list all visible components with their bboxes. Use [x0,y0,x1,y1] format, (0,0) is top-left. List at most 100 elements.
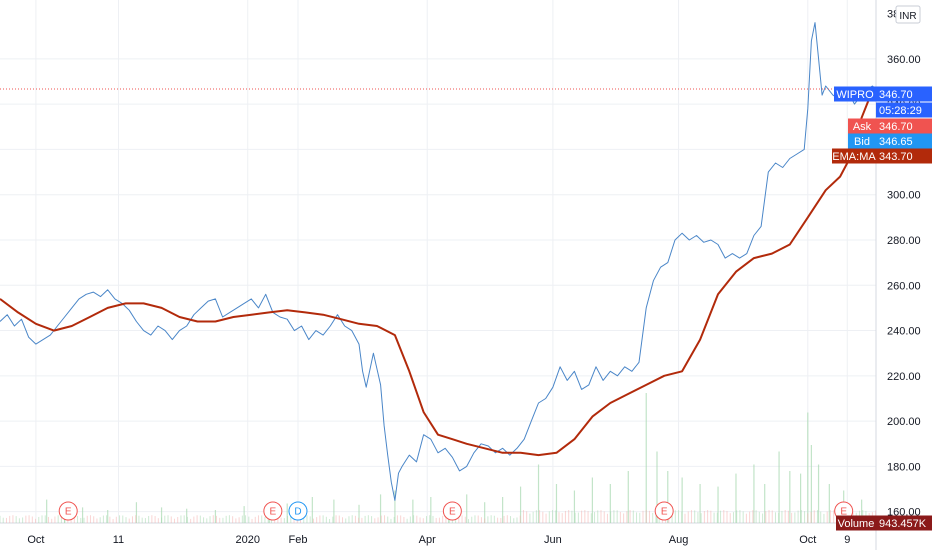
x-tick-label: Feb [288,534,307,546]
volume-bar [12,515,14,523]
volume-bar [736,510,738,523]
volume-bar [645,510,647,523]
volume-bar [632,510,634,523]
volume-bar [238,517,240,523]
volume-bar [83,517,85,523]
volume-bar [354,515,356,523]
volume-bar [810,445,812,523]
volume-bar [684,513,686,523]
volume-bar [774,512,776,523]
price-tag-bid-value: 346.65 [879,136,913,148]
volume-bar [106,515,108,523]
volume-bar [186,516,188,523]
volume-bar [35,518,37,523]
price-tag-ask-value-bg [876,118,932,134]
volume-bar [28,515,30,523]
volume-bar [102,515,104,523]
volume-bar [335,515,337,523]
volume-bar [707,510,709,523]
volume-bar [338,515,340,523]
y-tick-label: 240.00 [887,326,921,338]
volume-bar [89,515,91,523]
volume-bar [177,517,179,523]
volume-bar [823,513,825,523]
volume-bar [138,515,140,523]
volume-bar [667,471,669,523]
volume-bar [807,412,809,523]
volume-bar [2,517,4,523]
volume-bar [435,517,437,523]
volume-bar [393,516,395,523]
volume-bar [325,516,327,523]
volume-bar [277,515,279,523]
event-marker-label: E [449,507,456,518]
volume-bar [703,511,705,523]
volume-bar [513,518,515,523]
volume-bar [587,511,589,523]
volume-bar [627,471,629,523]
price-axis[interactable]: 360.00340.00320.00300.00280.00260.00240.… [887,9,921,519]
volume-bar [778,512,780,523]
volume-bar [794,512,796,523]
volume-bar [348,516,350,523]
volume-bar [125,517,127,523]
volume-bar [710,510,712,523]
volume-bar [212,515,214,523]
volume-bar [173,518,175,523]
volume-bar [413,515,415,523]
event-marker-label: E [270,507,277,518]
volume-bar [364,515,366,523]
volume-bar [377,517,379,523]
volume-bar [742,511,744,523]
volume-bar [726,510,728,523]
series-lines [0,22,877,501]
volume-bar [564,510,566,523]
volume-bar [119,515,121,523]
volume-bar [170,516,172,523]
volume-bar [497,517,499,523]
volume-bar [500,517,502,523]
volume-bar [367,515,369,523]
volume-bar [73,515,75,523]
volume-bar [829,510,831,523]
volume-bar [430,497,432,523]
volume-bar [161,517,163,523]
volume-bar [379,494,382,523]
event-marker-earnings-icon [263,501,283,521]
volume-bar [403,516,405,523]
volume-bar [804,511,806,523]
volume-bar [206,518,208,523]
volume-bar [196,515,198,523]
volume-bar [755,510,757,523]
volume-bar [636,512,638,523]
volume-bar [157,518,159,523]
volume-bar [429,515,431,523]
volume-bar [574,512,576,523]
volume-bar [148,515,150,523]
price-tag-ask-label-bg [848,118,876,134]
volume-bar [25,515,27,523]
volume-bar [739,510,741,523]
volume-bar [820,511,822,523]
volume-bar [639,512,641,523]
volume-bar [716,512,718,523]
volume-bar [568,510,570,523]
volume-bar [432,515,434,523]
volume-bar [416,515,418,523]
volume-bar [717,486,719,523]
volume-bar [333,499,335,523]
event-marker-earnings-icon [654,501,674,521]
volume-bar [455,517,457,523]
volume-bar [109,516,111,523]
volume-bar [186,508,188,523]
time-axis[interactable]: Oct 11 2020 Feb Apr Jun Aug Oct 9 [27,534,850,546]
volume-bar [387,516,389,523]
volume-bar [674,510,676,523]
currency-badge[interactable]: INR [895,5,921,24]
volume-bar [529,513,531,523]
volume-bar [371,516,373,523]
volume-bar [642,510,644,523]
x-tick-label: Aug [669,534,689,546]
price-tag-countdown-value: 05:28:29 [879,105,922,117]
